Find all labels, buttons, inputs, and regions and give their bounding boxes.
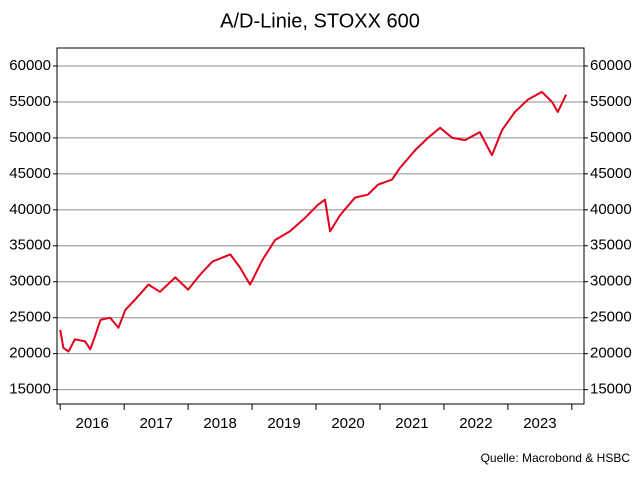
y2-tick-label: 20000: [590, 345, 632, 362]
y-tick-label: 60000: [9, 57, 51, 74]
y-tick-label: 55000: [9, 93, 51, 110]
data-line: [59, 90, 568, 353]
x-tick-label: 2016: [76, 415, 109, 432]
y2-tick-label: 60000: [590, 57, 632, 74]
plot-frame: [56, 47, 585, 405]
x-tick-label: 2018: [203, 415, 236, 432]
y-tick-label: 20000: [9, 345, 51, 362]
y-tick-label: 15000: [9, 381, 51, 398]
y2-tick-label: 35000: [590, 237, 632, 254]
x-tick-label: 2019: [267, 415, 300, 432]
y-tick-label: 25000: [9, 309, 51, 326]
source: Quelle: Macrobond & HSBC: [481, 451, 631, 465]
y2-tick-label: 50000: [590, 129, 632, 146]
y-tick-label: 45000: [9, 165, 51, 182]
x-tick-label: 2021: [395, 415, 428, 432]
y2-tick-label: 30000: [590, 273, 632, 290]
y2-tick-label: 45000: [590, 165, 632, 182]
y-tick-label: 50000: [9, 129, 51, 146]
y2-tick-label: 40000: [590, 201, 632, 218]
y-tick-label: 40000: [9, 201, 51, 218]
x-tick-label: 2017: [139, 415, 172, 432]
x-tick-label: 2020: [331, 415, 364, 432]
y2-tick-label: 15000: [590, 381, 632, 398]
chart-title: A/D-Linie, STOXX 600: [220, 10, 420, 32]
y2-tick-label: 25000: [590, 309, 632, 326]
y2-tick-label: 55000: [590, 93, 632, 110]
y-tick-label: 30000: [9, 273, 51, 290]
x-tick-label: 2023: [523, 415, 556, 432]
y-tick-label: 35000: [9, 237, 51, 254]
x-tick-label: 2022: [459, 415, 492, 432]
